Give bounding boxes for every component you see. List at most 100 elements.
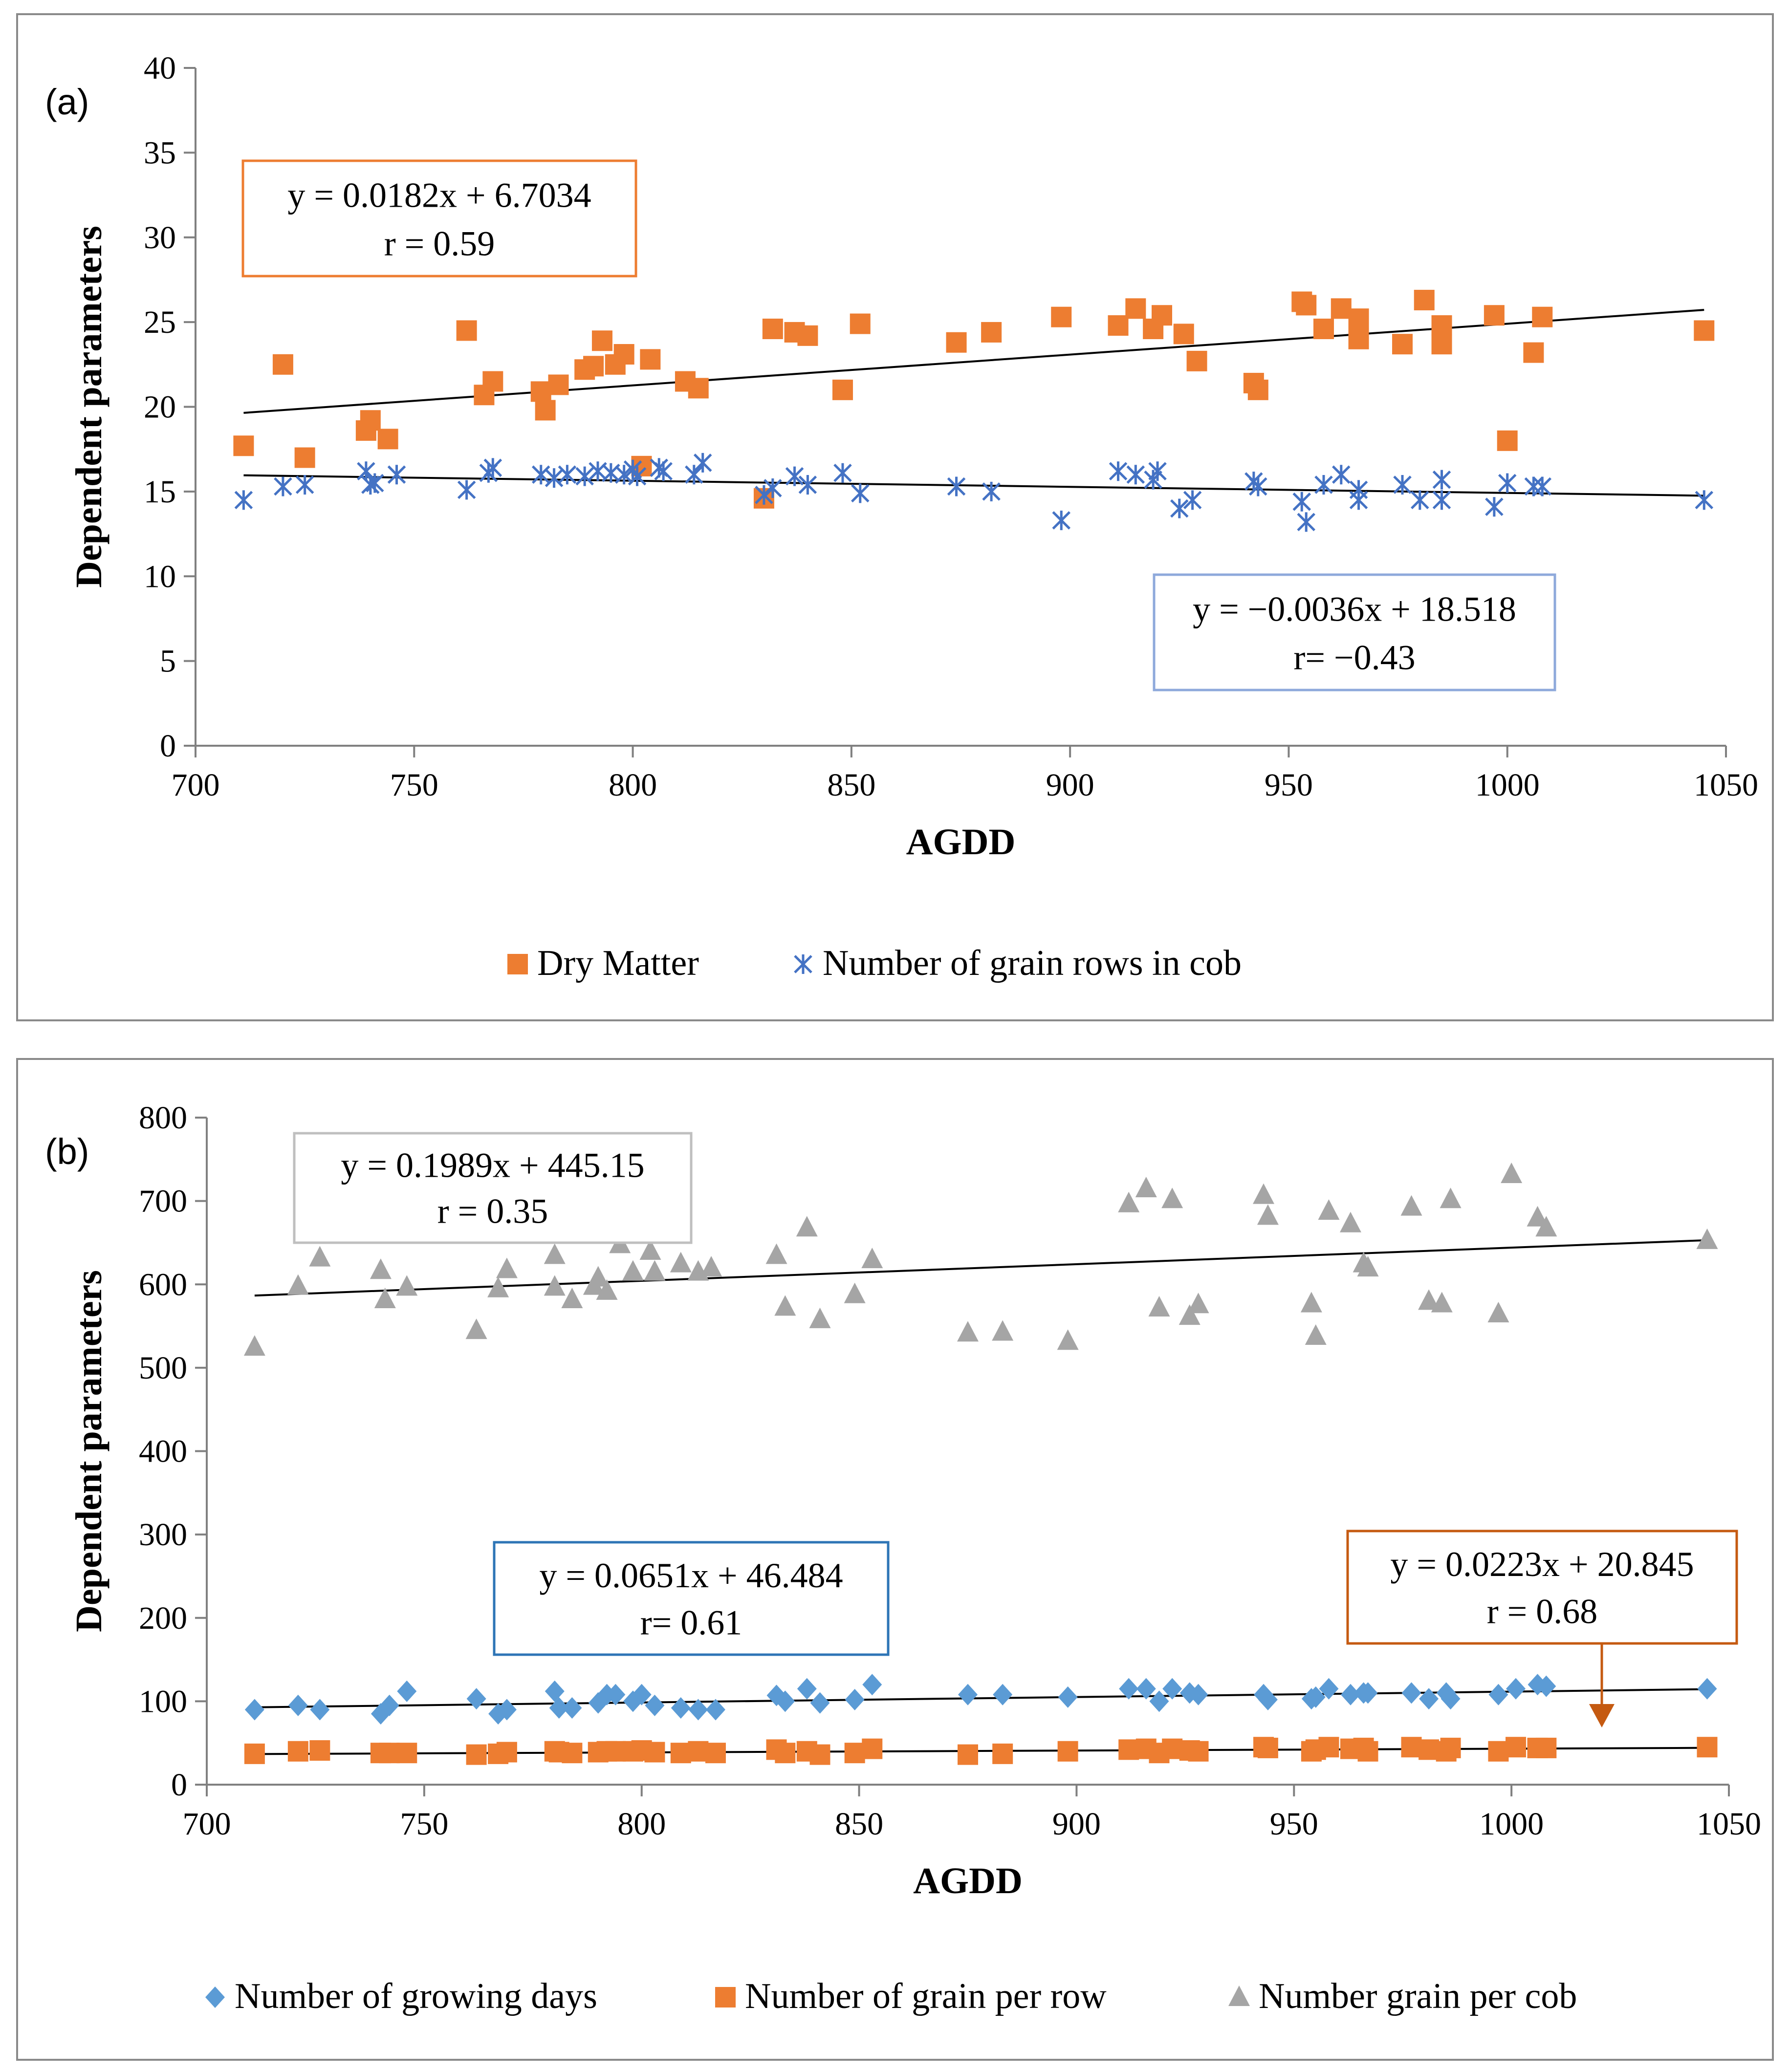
data-point bbox=[360, 410, 381, 431]
data-point bbox=[809, 1744, 830, 1765]
y-tick-label: 800 bbox=[139, 1100, 187, 1136]
data-point bbox=[1414, 290, 1435, 311]
panel-a: (a) 0 5 10 15 20 25 30 35 40 700 750 800 850 900 950 100… bbox=[16, 13, 1774, 1021]
y-axis-title: Dependent parameters bbox=[68, 226, 109, 588]
data-point bbox=[1109, 461, 1128, 481]
data-point bbox=[233, 435, 254, 456]
data-point bbox=[1431, 1292, 1453, 1313]
data-point bbox=[1532, 306, 1553, 327]
y-tick-label: 0 bbox=[160, 728, 176, 764]
data-point bbox=[1339, 1211, 1361, 1232]
data-point bbox=[1292, 492, 1311, 512]
data-point bbox=[1440, 1737, 1461, 1758]
data-point bbox=[992, 1320, 1014, 1341]
data-point bbox=[1319, 1678, 1339, 1700]
correlation-value: r= 0.61 bbox=[640, 1603, 742, 1642]
data-point bbox=[1411, 490, 1429, 510]
data-point bbox=[992, 1743, 1013, 1764]
series-square bbox=[244, 1737, 1718, 1765]
data-point bbox=[1179, 1304, 1201, 1325]
data-point bbox=[1149, 1690, 1169, 1712]
trendline bbox=[254, 1239, 1707, 1297]
data-point bbox=[1431, 315, 1452, 336]
data-point bbox=[775, 1690, 795, 1712]
data-point bbox=[456, 320, 477, 341]
data-point bbox=[1697, 1678, 1717, 1700]
data-point bbox=[496, 1742, 517, 1763]
data-point bbox=[234, 490, 253, 510]
data-point bbox=[640, 349, 661, 370]
data-point bbox=[670, 1743, 691, 1764]
data-point bbox=[558, 465, 577, 485]
x-axis-title: AGDD bbox=[906, 821, 1016, 863]
trendline bbox=[254, 1688, 1707, 1708]
data-point bbox=[244, 1699, 264, 1721]
data-point bbox=[1332, 465, 1351, 485]
data-point bbox=[379, 1743, 400, 1764]
data-point bbox=[561, 1287, 583, 1308]
data-point bbox=[644, 1260, 666, 1281]
x-tick-label: 1050 bbox=[1694, 767, 1758, 803]
legend-label: Dry Matter bbox=[537, 943, 699, 983]
data-point bbox=[1173, 324, 1194, 345]
data-point bbox=[244, 1743, 265, 1764]
data-point bbox=[705, 1743, 726, 1764]
legend-label: Number of growing days bbox=[235, 1976, 597, 2016]
data-point bbox=[396, 1743, 417, 1764]
data-point bbox=[670, 1252, 692, 1273]
data-point bbox=[587, 1266, 609, 1287]
legend-marker bbox=[205, 1986, 225, 2008]
data-point bbox=[850, 313, 871, 334]
data-point bbox=[1249, 476, 1267, 496]
data-point bbox=[288, 1694, 308, 1716]
data-point bbox=[947, 476, 966, 496]
data-point bbox=[310, 1699, 330, 1721]
data-point bbox=[1148, 461, 1167, 481]
data-point bbox=[1523, 342, 1544, 363]
data-point bbox=[1148, 1296, 1170, 1317]
data-point bbox=[1400, 1195, 1422, 1216]
data-point bbox=[982, 481, 1001, 501]
data-point bbox=[613, 344, 634, 365]
data-point bbox=[287, 1741, 308, 1762]
data-point bbox=[810, 1692, 830, 1714]
y-tick-label: 5 bbox=[160, 644, 176, 679]
data-point bbox=[1057, 1741, 1078, 1762]
data-point bbox=[1501, 1163, 1523, 1184]
data-point bbox=[1498, 473, 1517, 493]
data-point bbox=[1357, 1741, 1378, 1762]
data-point bbox=[957, 1321, 979, 1342]
data-point bbox=[548, 374, 569, 395]
data-point bbox=[357, 461, 375, 481]
data-point bbox=[465, 1318, 487, 1339]
data-point bbox=[645, 1694, 665, 1716]
data-point bbox=[1057, 1329, 1079, 1350]
data-point bbox=[1393, 475, 1412, 495]
data-point bbox=[1296, 295, 1317, 316]
x-axis-title: AGDD bbox=[913, 1860, 1023, 1901]
data-point bbox=[1187, 1293, 1209, 1314]
data-point bbox=[549, 1697, 569, 1719]
series-asterisk bbox=[234, 453, 1714, 532]
data-point bbox=[622, 1260, 644, 1281]
data-point bbox=[1432, 490, 1451, 510]
data-point bbox=[387, 465, 406, 485]
data-point bbox=[1401, 1737, 1422, 1758]
data-point bbox=[1392, 334, 1413, 355]
data-point bbox=[639, 1239, 661, 1260]
data-point bbox=[1318, 1199, 1340, 1220]
data-point bbox=[396, 1275, 418, 1296]
data-point bbox=[644, 1742, 665, 1763]
x-tick-label: 800 bbox=[609, 767, 657, 803]
y-tick-label: 600 bbox=[139, 1267, 187, 1302]
x-tick-label: 850 bbox=[827, 767, 875, 803]
data-point bbox=[1257, 1737, 1278, 1758]
data-point bbox=[1052, 510, 1071, 530]
data-point bbox=[1058, 1686, 1078, 1708]
data-point bbox=[1485, 497, 1504, 517]
y-tick-label: 300 bbox=[139, 1517, 187, 1553]
x-tick-label: 1000 bbox=[1475, 767, 1540, 803]
y-tick-label: 15 bbox=[144, 474, 176, 510]
data-point bbox=[562, 1743, 583, 1764]
data-point bbox=[1694, 320, 1715, 341]
